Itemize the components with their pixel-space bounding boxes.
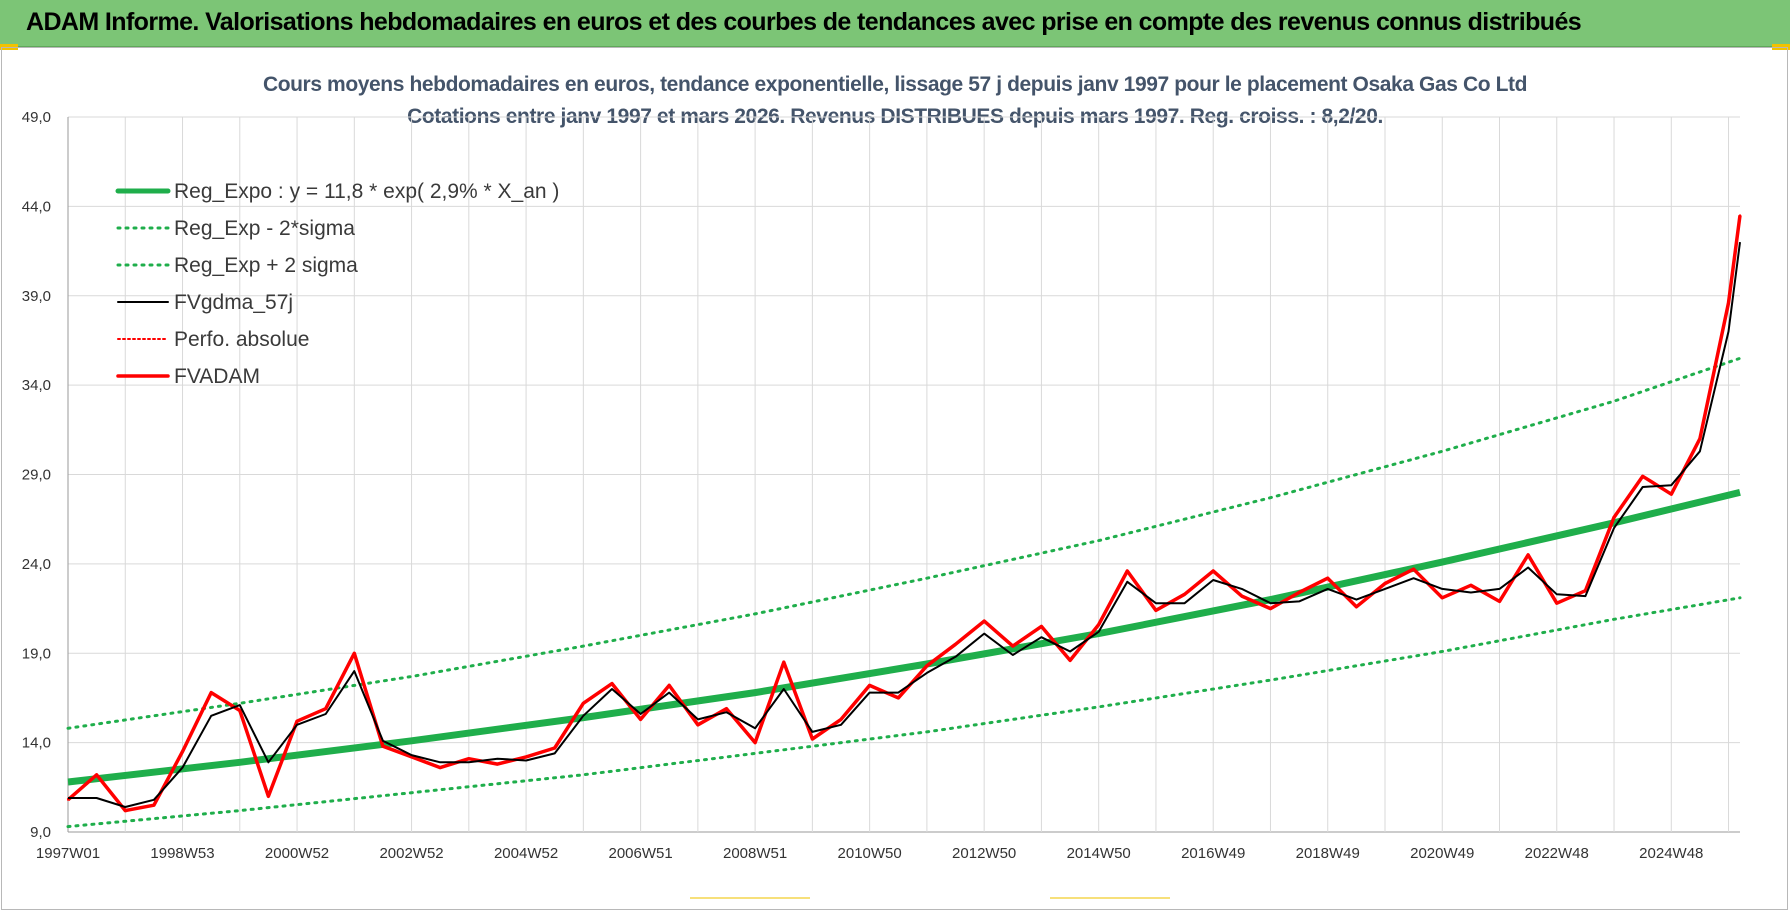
y-tick-label: 19,0 bbox=[22, 645, 51, 662]
report-title: ADAM Informe. Valorisations hebdomadaire… bbox=[26, 8, 1582, 36]
series-line-4 bbox=[68, 241, 1741, 808]
x-tick-label: 2022W48 bbox=[1525, 845, 1589, 862]
legend-label: FVgdma_57j bbox=[174, 291, 293, 314]
bottom-mark-2 bbox=[1050, 897, 1170, 899]
report-banner: ADAM Informe. Valorisations hebdomadaire… bbox=[0, 0, 1790, 47]
x-tick-label: 2020W49 bbox=[1410, 845, 1474, 862]
x-tick-label: 2006W51 bbox=[608, 845, 672, 862]
y-tick-label: 14,0 bbox=[22, 735, 51, 752]
series-line-3 bbox=[66, 356, 1742, 730]
x-tick-label: 2010W50 bbox=[838, 845, 902, 862]
legend-label: Reg_Expo : y = 11,8 * exp( 2,9% * X_an ) bbox=[174, 180, 559, 203]
y-tick-label: 24,0 bbox=[22, 556, 51, 573]
bottom-mark-1 bbox=[690, 897, 810, 899]
chart-title: Cours moyens hebdomadaires en euros, ten… bbox=[262, 73, 1528, 96]
chart-frame bbox=[1, 47, 1788, 910]
x-tick-label: 1998W53 bbox=[150, 845, 214, 862]
legend: Reg_Expo : y = 11,8 * exp( 2,9% * X_an )… bbox=[115, 180, 559, 388]
x-tick-label: 2014W50 bbox=[1067, 845, 1131, 862]
y-tick-label: 9,0 bbox=[30, 824, 51, 841]
x-tick-label: 2012W50 bbox=[952, 845, 1016, 862]
x-tick-label: 1997W01 bbox=[36, 845, 100, 862]
y-tick-label: 39,0 bbox=[22, 288, 51, 305]
series-line-1 bbox=[67, 488, 1741, 786]
legend-label: Reg_Exp - 2*sigma bbox=[174, 217, 355, 240]
legend-label: Perfo. absolue bbox=[174, 328, 309, 351]
series-lines bbox=[66, 214, 1742, 829]
x-tick-label: 2004W52 bbox=[494, 845, 558, 862]
legend-label: Reg_Exp + 2 sigma bbox=[174, 254, 358, 277]
y-tick-label: 44,0 bbox=[22, 198, 51, 215]
x-tick-label: 2002W52 bbox=[379, 845, 443, 862]
y-tick-label: 29,0 bbox=[22, 467, 51, 484]
y-tick-label: 34,0 bbox=[22, 377, 51, 394]
x-tick-label: 2024W48 bbox=[1639, 845, 1703, 862]
x-tick-label: 2008W51 bbox=[723, 845, 787, 862]
x-axis-ticks: 1997W01 1998W53 2000W52 2002W52 2004W52 2006W… bbox=[36, 845, 1704, 862]
series-line-6 bbox=[66, 215, 1742, 813]
x-tick-label: 2000W52 bbox=[265, 845, 329, 862]
y-axis-ticks: 9,0 14,0 19,0 24,0 29,0 34,0 39,0 44,0 49,0 bbox=[22, 109, 51, 841]
x-tick-label: 2018W49 bbox=[1296, 845, 1360, 862]
legend-label: FVADAM bbox=[174, 365, 260, 388]
series-line-5 bbox=[67, 214, 1741, 812]
x-tick-label: 2016W49 bbox=[1181, 845, 1245, 862]
series-line-2 bbox=[66, 596, 1742, 829]
y-tick-label: 49,0 bbox=[22, 109, 51, 126]
